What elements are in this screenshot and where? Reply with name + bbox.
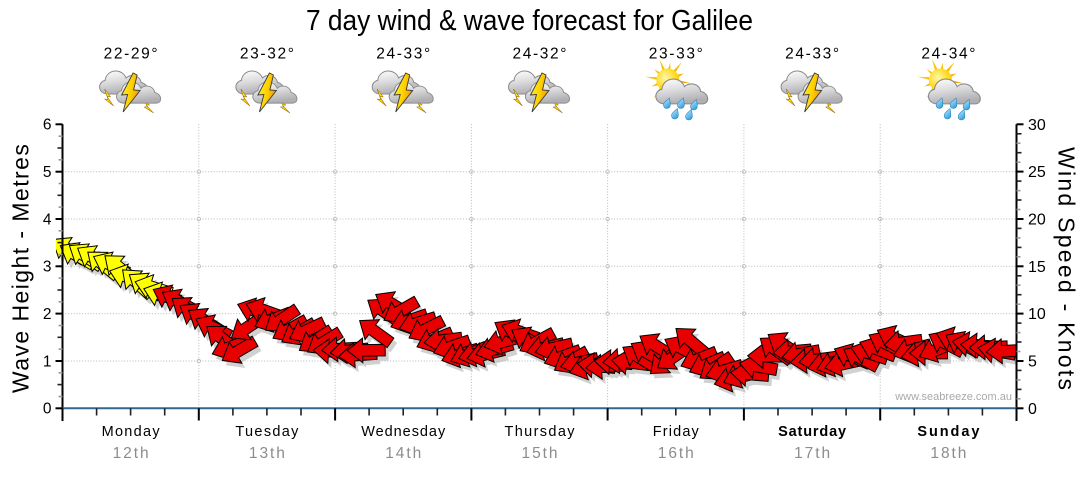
svg-text:30: 30 <box>1028 117 1046 134</box>
svg-text:10: 10 <box>1028 306 1046 323</box>
svg-text:15: 15 <box>1028 259 1046 276</box>
svg-text:4: 4 <box>43 211 52 228</box>
svg-text:Wave Height - Metres: Wave Height - Metres <box>8 144 34 393</box>
svg-text:Wednesday: Wednesday <box>361 424 446 440</box>
svg-text:www.seabreeze.com.au: www.seabreeze.com.au <box>894 391 1012 403</box>
svg-text:6: 6 <box>43 117 52 134</box>
svg-text:14th: 14th <box>385 445 421 462</box>
svg-text:23-32°: 23-32° <box>240 45 294 62</box>
svg-text:16th: 16th <box>658 445 694 462</box>
svg-text:Tuesday: Tuesday <box>235 424 299 440</box>
svg-text:0: 0 <box>43 401 52 418</box>
svg-text:17th: 17th <box>794 445 830 462</box>
svg-text:15th: 15th <box>522 445 558 462</box>
svg-text:20: 20 <box>1028 212 1046 229</box>
svg-text:Sunday: Sunday <box>917 424 979 440</box>
svg-text:7 day wind & wave forecast for: 7 day wind & wave forecast for Galilee <box>306 5 753 37</box>
svg-text:13th: 13th <box>249 445 285 462</box>
svg-text:24-33°: 24-33° <box>376 45 430 62</box>
svg-text:1: 1 <box>43 353 52 370</box>
svg-text:Wind Speed - Knots: Wind Speed - Knots <box>1054 147 1080 390</box>
svg-text:5: 5 <box>43 164 52 181</box>
svg-text:Friday: Friday <box>653 424 700 440</box>
svg-text:Thursday: Thursday <box>505 424 576 440</box>
svg-text:5: 5 <box>1028 354 1037 371</box>
svg-text:25: 25 <box>1028 164 1046 181</box>
svg-text:0: 0 <box>1028 401 1037 418</box>
svg-text:23-33°: 23-33° <box>649 45 703 62</box>
svg-text:24-33°: 24-33° <box>785 45 839 62</box>
svg-text:12th: 12th <box>113 445 149 462</box>
svg-text:24-32°: 24-32° <box>513 45 567 62</box>
svg-text:24-34°: 24-34° <box>921 45 975 62</box>
svg-text:22-29°: 22-29° <box>104 45 158 62</box>
svg-text:18th: 18th <box>930 445 966 462</box>
svg-text:3: 3 <box>43 259 52 276</box>
svg-text:2: 2 <box>43 306 52 323</box>
svg-text:Saturday: Saturday <box>778 424 846 440</box>
svg-text:Monday: Monday <box>102 424 161 440</box>
